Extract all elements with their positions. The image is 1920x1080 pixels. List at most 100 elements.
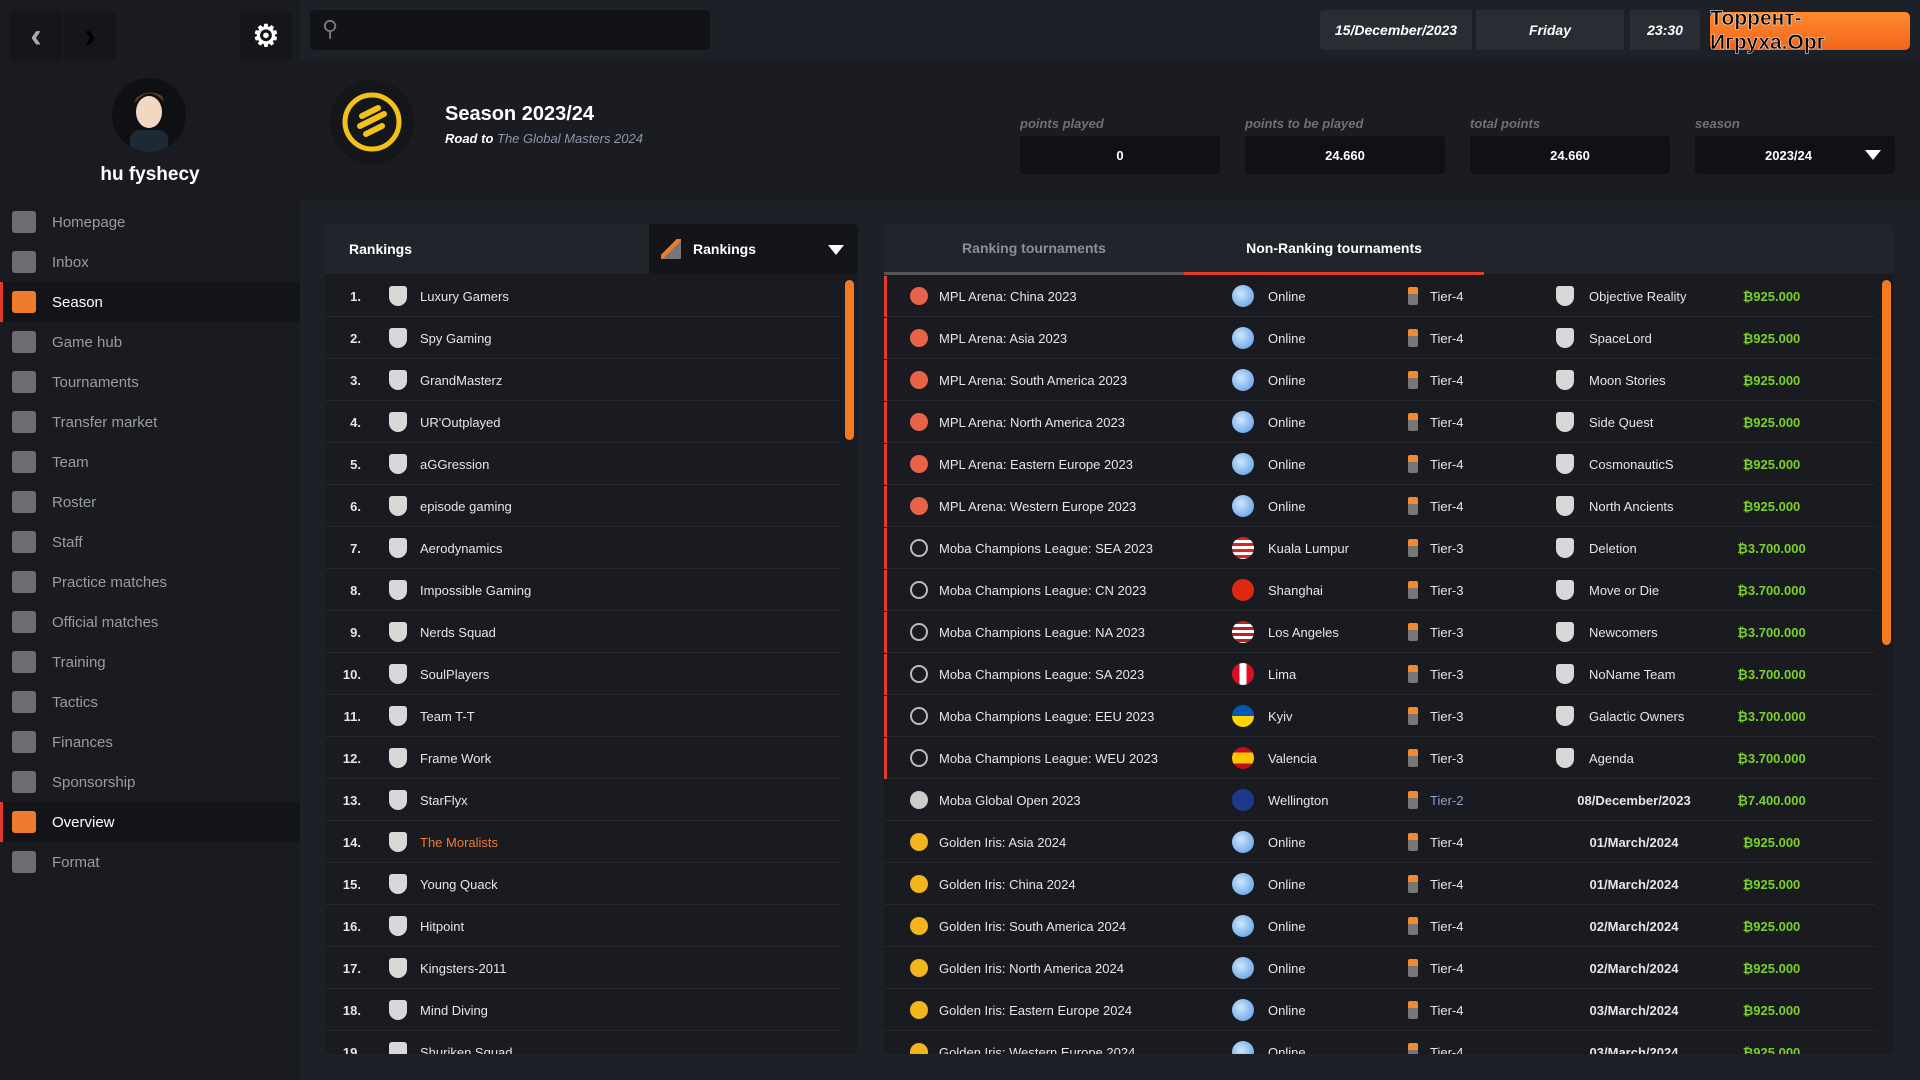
tournament-name[interactable]: MPL Arena: Western Europe 2023 xyxy=(939,498,1137,514)
tournament-row[interactable]: Golden Iris: South America 2024 Online Tie… xyxy=(884,906,1876,947)
team-name[interactable]: Nerds Squad xyxy=(420,624,496,640)
tournament-row[interactable]: MPL Arena: North America 2023 Online Tier-… xyxy=(884,402,1876,443)
tournament-name[interactable]: MPL Arena: China 2023 xyxy=(939,288,1077,304)
sidebar-item-training[interactable]: Training xyxy=(0,642,300,682)
tournament-name[interactable]: Moba Champions League: NA 2023 xyxy=(939,624,1145,640)
tournaments-scrollbar[interactable] xyxy=(1882,280,1891,645)
team-name[interactable]: aGGression xyxy=(420,456,490,472)
team-name[interactable]: SoulPlayers xyxy=(420,666,490,682)
winner-name[interactable]: Side Quest xyxy=(1589,414,1654,430)
winner-name[interactable]: CosmonauticS xyxy=(1589,456,1674,472)
avatar[interactable] xyxy=(112,78,186,152)
team-name[interactable]: StarFlyx xyxy=(420,792,468,808)
tournament-name[interactable]: Golden Iris: China 2024 xyxy=(939,876,1076,892)
sidebar-item-inbox[interactable]: Inbox xyxy=(0,242,300,282)
winner-name[interactable]: Galactic Owners xyxy=(1589,708,1685,724)
team-name[interactable]: UR'Outplayed xyxy=(420,414,501,430)
ranking-row[interactable]: 17. Kingsters-2011 xyxy=(325,948,840,989)
ranking-row[interactable]: 7. Aerodynamics xyxy=(325,528,840,569)
rankings-scrollbar[interactable] xyxy=(845,280,854,440)
winner-name[interactable]: NoName Team xyxy=(1589,666,1676,682)
tournament-name[interactable]: Golden Iris: South America 2024 xyxy=(939,918,1127,934)
ranking-row[interactable]: 9. Nerds Squad xyxy=(325,612,840,653)
ranking-row[interactable]: 19. Shuriken Squad xyxy=(325,1032,840,1054)
tournament-row[interactable]: MPL Arena: Eastern Europe 2023 Online Tier… xyxy=(884,444,1876,485)
sidebar-item-tactics[interactable]: Tactics xyxy=(0,682,300,722)
team-name[interactable]: Frame Work xyxy=(420,750,492,766)
sidebar-item-season[interactable]: Season xyxy=(0,282,300,322)
sidebar-item-homepage[interactable]: Homepage xyxy=(0,202,300,242)
tab-ranking-tournaments[interactable]: Ranking tournaments xyxy=(962,240,1106,256)
ranking-row[interactable]: 16. Hitpoint xyxy=(325,906,840,947)
winner-name[interactable]: Objective Reality xyxy=(1589,288,1687,304)
team-name[interactable]: Team T-T xyxy=(420,708,475,724)
tournament-name[interactable]: MPL Arena: Asia 2023 xyxy=(939,330,1068,346)
team-name[interactable]: Luxury Gamers xyxy=(420,288,509,304)
sidebar-item-roster[interactable]: Roster xyxy=(0,482,300,522)
ranking-row[interactable]: 1. Luxury Gamers xyxy=(325,276,840,317)
ranking-row[interactable]: 10. SoulPlayers xyxy=(325,654,840,695)
team-name[interactable]: Hitpoint xyxy=(420,918,465,934)
tournament-row[interactable]: MPL Arena: South America 2023 Online Tier-… xyxy=(884,360,1876,401)
tournament-row[interactable]: Moba Champions League: SEA 2023 Kuala Lum… xyxy=(884,528,1876,569)
tournament-link[interactable]: The Global Masters 2024 xyxy=(497,131,643,146)
ranking-row[interactable]: 13. StarFlyx xyxy=(325,780,840,821)
team-name[interactable]: Kingsters-2011 xyxy=(420,960,507,976)
tournament-row[interactable]: Moba Champions League: SA 2023 Lima Tier-3… xyxy=(884,654,1876,695)
settings-button[interactable]: ⚙ xyxy=(240,12,292,60)
sidebar-item-sponsorship[interactable]: Sponsorship xyxy=(0,762,300,802)
tournament-row[interactable]: MPL Arena: Asia 2023 Online Tier-4 SpaceLor… xyxy=(884,318,1876,359)
back-button[interactable]: ‹ xyxy=(10,12,62,60)
time-display[interactable]: 23:30 xyxy=(1630,10,1700,50)
tournament-name[interactable]: Golden Iris: North America 2024 xyxy=(939,960,1124,976)
team-name[interactable]: The Moralists xyxy=(420,834,499,850)
season-select[interactable]: 2023/24 xyxy=(1695,136,1895,174)
sidebar-item-staff[interactable]: Staff xyxy=(0,522,300,562)
winner-name[interactable]: Moon Stories xyxy=(1589,372,1666,388)
sidebar-item-game-hub[interactable]: Game hub xyxy=(0,322,300,362)
tournament-name[interactable]: MPL Arena: South America 2023 xyxy=(939,372,1128,388)
team-name[interactable]: GrandMasterz xyxy=(420,372,503,388)
winner-name[interactable]: Deletion xyxy=(1589,540,1637,556)
sidebar-item-practice-matches[interactable]: Practice matches xyxy=(0,562,300,602)
tournament-row[interactable]: Golden Iris: China 2024 Online Tier-4 01/Ma… xyxy=(884,864,1876,905)
sidebar-item-format[interactable]: Format xyxy=(0,842,300,882)
ranking-row[interactable]: 3. GrandMasterz xyxy=(325,360,840,401)
ranking-row[interactable]: 12. Frame Work xyxy=(325,738,840,779)
tournament-row[interactable]: Moba Champions League: NA 2023 Los Angele… xyxy=(884,612,1876,653)
team-name[interactable]: Mind Diving xyxy=(420,1002,488,1018)
sidebar-item-finances[interactable]: Finances xyxy=(0,722,300,762)
sidebar-item-team[interactable]: Team xyxy=(0,442,300,482)
ranking-row[interactable]: 5. aGGression xyxy=(325,444,840,485)
tournament-row[interactable]: MPL Arena: Western Europe 2023 Online Tier… xyxy=(884,486,1876,527)
winner-name[interactable]: North Ancients xyxy=(1589,498,1674,514)
ranking-row[interactable]: 18. Mind Diving xyxy=(325,990,840,1031)
winner-name[interactable]: SpaceLord xyxy=(1589,330,1652,346)
ranking-row[interactable]: 6. episode gaming xyxy=(325,486,840,527)
sidebar-item-transfer-market[interactable]: Transfer market xyxy=(0,402,300,442)
rankings-dropdown[interactable]: Rankings xyxy=(649,224,858,274)
sidebar-item-official-matches[interactable]: Official matches xyxy=(0,602,300,642)
tournament-name[interactable]: Moba Champions League: SEA 2023 xyxy=(939,540,1153,556)
tournament-row[interactable]: Moba Champions League: EEU 2023 Kyiv Tier-… xyxy=(884,696,1876,737)
search-input[interactable]: ⚲ xyxy=(310,10,710,50)
sidebar-item-tournaments[interactable]: Tournaments xyxy=(0,362,300,402)
ranking-row[interactable]: 4. UR'Outplayed xyxy=(325,402,840,443)
team-name[interactable]: Young Quack xyxy=(420,876,498,892)
ranking-row[interactable]: 2. Spy Gaming xyxy=(325,318,840,359)
tournament-name[interactable]: Golden Iris: Asia 2024 xyxy=(939,834,1067,850)
team-name[interactable]: Shuriken Squad xyxy=(420,1044,513,1055)
team-name[interactable]: episode gaming xyxy=(420,498,512,514)
winner-name[interactable]: Agenda xyxy=(1589,750,1634,766)
winner-name[interactable]: Move or Die xyxy=(1589,582,1660,598)
team-name[interactable]: Aerodynamics xyxy=(420,540,503,556)
tournament-name[interactable]: Moba Champions League: CN 2023 xyxy=(939,582,1147,598)
ranking-row[interactable]: 14. The Moralists xyxy=(325,822,840,863)
tournament-name[interactable]: Moba Champions League: SA 2023 xyxy=(939,666,1145,682)
tournament-name[interactable]: Golden Iris: Western Europe 2024 xyxy=(939,1044,1136,1055)
team-name[interactable]: Impossible Gaming xyxy=(420,582,532,598)
tab-non-ranking-tournaments[interactable]: Non-Ranking tournaments xyxy=(1246,240,1422,256)
tournament-name[interactable]: MPL Arena: Eastern Europe 2023 xyxy=(939,456,1133,472)
winner-name[interactable]: Newcomers xyxy=(1589,624,1658,640)
tournament-name[interactable]: Moba Champions League: EEU 2023 xyxy=(939,708,1155,724)
